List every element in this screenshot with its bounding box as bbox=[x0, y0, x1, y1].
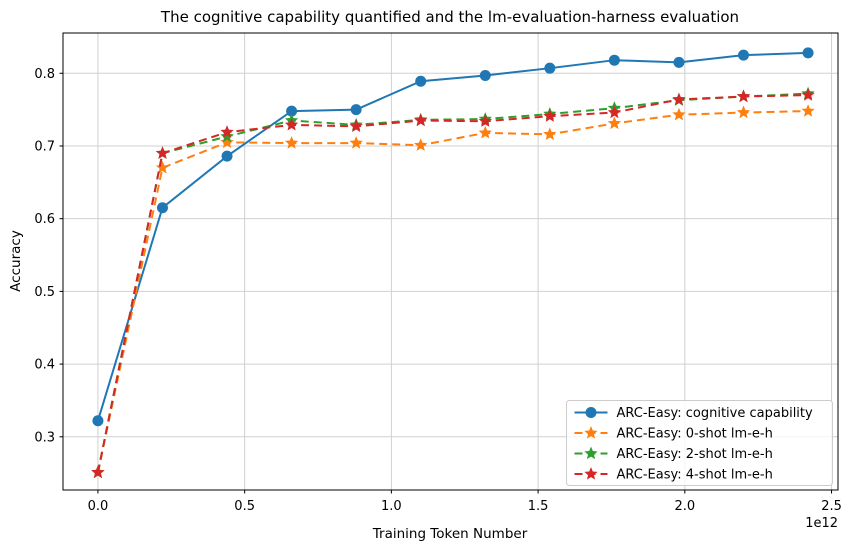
x-tick-label: 0.5 bbox=[234, 499, 255, 514]
data-point-star bbox=[672, 92, 686, 106]
chart-title: The cognitive capability quantified and … bbox=[160, 8, 739, 26]
legend-frame bbox=[566, 400, 833, 486]
data-point-circle bbox=[286, 105, 298, 117]
data-point-star bbox=[414, 138, 428, 151]
legend-entry-label: ARC-Easy: 0-shot lm-e-h bbox=[617, 427, 773, 442]
plot-border bbox=[62, 32, 839, 491]
data-point-star bbox=[607, 105, 622, 119]
x-tick-label: 1.5 bbox=[528, 499, 549, 514]
x-axis-label: Training Token Number bbox=[372, 526, 528, 542]
data-point-star bbox=[220, 129, 234, 143]
data-point-star bbox=[478, 114, 492, 127]
data-point-circle bbox=[479, 69, 491, 81]
data-point-star bbox=[155, 146, 170, 159]
data-point-star bbox=[155, 160, 170, 174]
legend-entry-label: ARC-Easy: 2-shot lm-e-h bbox=[617, 447, 773, 462]
data-point-star bbox=[801, 88, 815, 101]
y-tick-label: 0.7 bbox=[34, 139, 55, 154]
data-point-star bbox=[349, 119, 363, 133]
data-point-star bbox=[284, 136, 299, 149]
data-point-star bbox=[736, 89, 751, 103]
data-point-circle bbox=[92, 415, 104, 427]
legend-entry-label: ARC-Easy: cognitive capability bbox=[617, 406, 814, 421]
legend-marker-star bbox=[584, 426, 598, 439]
data-point-circle bbox=[738, 49, 750, 61]
data-point-circle bbox=[221, 150, 233, 162]
data-point-star bbox=[414, 113, 428, 127]
data-point-circle bbox=[544, 62, 556, 74]
data-point-star bbox=[801, 104, 815, 117]
data-point-star bbox=[349, 136, 363, 149]
legend: ARC-Easy: cognitive capability ARC-Easy: … bbox=[566, 400, 833, 486]
data-point-circle bbox=[673, 56, 685, 68]
data-point-star bbox=[478, 125, 492, 139]
series-layer bbox=[91, 47, 815, 479]
legend-marker-star bbox=[584, 467, 598, 480]
y-axis-label: Accuracy bbox=[8, 230, 24, 292]
x-tick-label: 2.5 bbox=[821, 499, 842, 514]
y-tick-label: 0.3 bbox=[34, 430, 55, 445]
data-point-circle bbox=[415, 75, 427, 87]
data-point-star bbox=[543, 127, 557, 141]
data-point-circle bbox=[802, 47, 814, 59]
legend-marker-circle bbox=[585, 407, 597, 418]
tick-layer: 0.0 0.5 1.0 1.5 2.0 2.5 0.3 0.4 0.5 0.6 0.7 0.8 bbox=[34, 67, 842, 514]
y-tick-label: 0.4 bbox=[34, 358, 55, 373]
x-tick-label: 2.0 bbox=[674, 499, 695, 514]
x-tick-label: 0.0 bbox=[88, 499, 109, 514]
data-point-star bbox=[220, 125, 234, 138]
data-point-star bbox=[220, 135, 234, 149]
series-line bbox=[96, 110, 809, 473]
data-point-star bbox=[607, 116, 622, 130]
data-point-star bbox=[736, 105, 751, 119]
y-tick-label: 0.6 bbox=[34, 212, 55, 227]
data-point-circle bbox=[608, 54, 620, 66]
y-tick-label: 0.5 bbox=[34, 285, 55, 300]
data-point-star bbox=[672, 107, 686, 121]
legend-marker-star bbox=[584, 446, 598, 460]
data-point-circle bbox=[350, 104, 362, 116]
data-point-circle bbox=[156, 202, 168, 214]
x-axis-offset-label: 1e12 bbox=[805, 516, 838, 531]
y-tick-label: 0.8 bbox=[34, 67, 55, 82]
series-line bbox=[96, 51, 809, 422]
data-point-star bbox=[543, 109, 557, 122]
legend-entry-label: ARC-Easy: 4-shot lm-e-h bbox=[617, 468, 773, 483]
data-point-star bbox=[91, 465, 105, 479]
x-tick-label: 1.0 bbox=[381, 499, 402, 514]
data-point-star bbox=[284, 117, 299, 131]
series-line bbox=[96, 94, 809, 473]
